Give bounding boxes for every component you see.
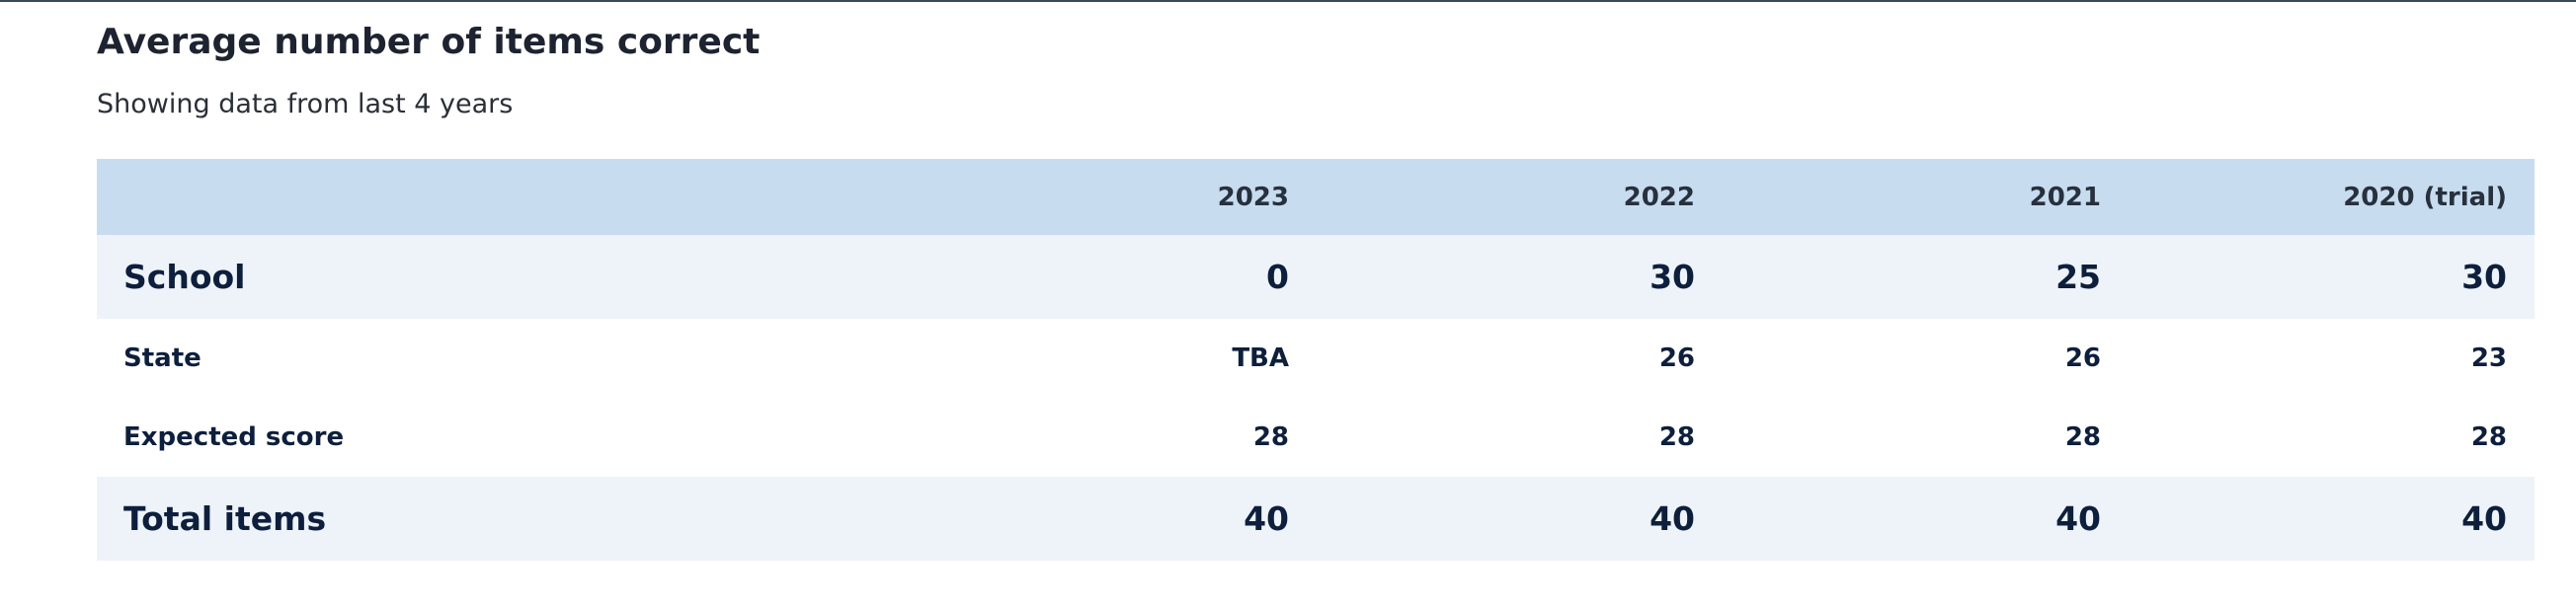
cell: 30 (1650, 258, 1695, 296)
cell: 40 (1244, 499, 1289, 538)
table-row: School 0 30 25 30 (97, 235, 2535, 319)
table-row: Expected score 28 28 28 28 (97, 398, 2535, 477)
cell: 25 (2055, 258, 2101, 296)
cell: 40 (2461, 499, 2507, 538)
column-header: 2023 (1217, 182, 1289, 212)
table-row: State TBA 26 26 23 (97, 319, 2535, 398)
row-label: Expected score (123, 422, 345, 452)
header-row: 2023 2022 2021 2020 (trial) (97, 159, 2535, 235)
column-header: 2022 (1623, 182, 1695, 212)
cell: 40 (1650, 499, 1695, 538)
table-row: Total items 40 40 40 40 (97, 477, 2535, 561)
cell: 23 (2470, 343, 2507, 373)
cell: 28 (1658, 422, 1695, 452)
cell: 0 (1266, 258, 1289, 296)
cell: 26 (1658, 343, 1695, 373)
cell: 28 (2470, 422, 2507, 452)
row-label: State (123, 343, 201, 373)
cell: TBA (1232, 343, 1289, 373)
row-label: School (123, 258, 246, 296)
column-header: 2020 (trial) (2343, 182, 2507, 212)
data-table: 2023 2022 2021 2020 (trial) School 0 30 25 30 St… (97, 159, 2535, 561)
top-border (0, 0, 2576, 2)
corner-cell (97, 159, 911, 235)
row-label: Total items (123, 499, 327, 538)
cell: 26 (2064, 343, 2101, 373)
cell: 28 (2064, 422, 2101, 452)
cell: 40 (2055, 499, 2101, 538)
subtitle: Showing data from last 4 years (97, 89, 514, 119)
cell: 30 (2461, 258, 2507, 296)
title: Average number of items correct (97, 22, 761, 62)
column-header: 2021 (2029, 182, 2101, 212)
cell: 28 (1252, 422, 1289, 452)
